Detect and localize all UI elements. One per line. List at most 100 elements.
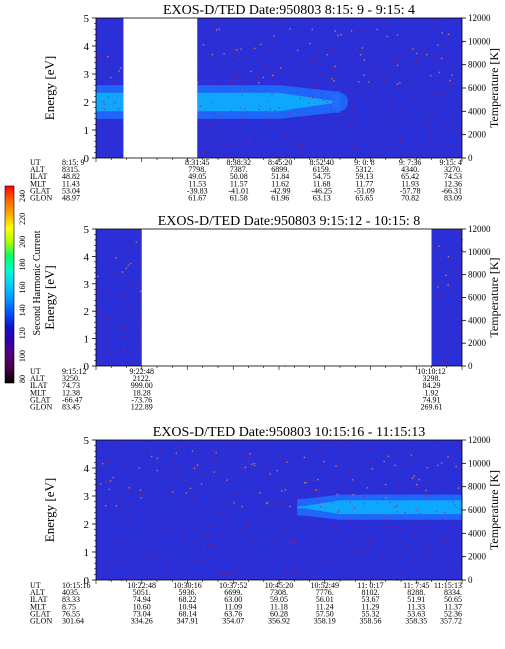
y-right-tick-label: 10000 [468, 458, 491, 468]
ephemeris-value: 8:38:32 [227, 158, 251, 167]
y-tick-label: 4 [84, 463, 90, 475]
ephemeris-value: 48.82 [62, 172, 80, 181]
ephemeris-row-label: ALT [30, 165, 45, 174]
ephemeris-value: -66.31 [441, 186, 462, 195]
y-axis-label: Energy [eV] [42, 265, 57, 329]
ephemeris-value: 357.72 [440, 617, 462, 626]
ephemeris-value: 9:15: 4 [440, 158, 462, 167]
ephemeris-value: 84.29 [423, 381, 441, 390]
ephemeris-value: 60.28 [270, 609, 288, 618]
ephemeris-value: -66.47 [62, 395, 83, 404]
ephemeris-value: 63.76 [224, 609, 242, 618]
ephemeris-value: 63.00 [224, 595, 242, 604]
ephemeris-value: 334.26 [131, 617, 153, 626]
colorbar-tick-label: 160 [18, 282, 27, 294]
y-right-tick-label: 0 [468, 361, 473, 371]
ephemeris-value: 11.53 [188, 179, 206, 188]
ephemeris-value: 5936. [179, 588, 197, 597]
ephemeris-value: 10:30:16 [173, 581, 201, 590]
y-tick-label: 4 [84, 251, 90, 263]
ephemeris-value: 301.64 [62, 617, 84, 626]
colorbar-tick-label: 220 [18, 213, 27, 225]
y-right-tick-label: 4000 [468, 528, 487, 538]
y-tick-label: 3 [84, 491, 90, 503]
ephemeris-row-label: ILAT [30, 381, 47, 390]
ephemeris-value: 50.65 [444, 595, 462, 604]
ephemeris-value: 68.22 [179, 595, 197, 604]
ion-energy-band [297, 494, 463, 520]
ephemeris-value: 3270. [444, 165, 462, 174]
ephemeris-value: 59.13 [355, 172, 373, 181]
ephemeris-value: 11.24 [316, 602, 334, 611]
ephemeris-row-label: GLAT [30, 609, 51, 618]
ephemeris-value: 5312. [355, 165, 373, 174]
ephemeris-value: 74.94 [133, 595, 151, 604]
ephemeris-value: 10:10:12 [417, 367, 445, 376]
ephemeris-value: 11: 7:45 [403, 581, 429, 590]
ephemeris-value: 11.29 [362, 602, 380, 611]
ephemeris-row-label: GLON [30, 403, 52, 412]
ephemeris-value: 63.13 [313, 194, 331, 203]
ephemeris-value: 65.65 [355, 194, 373, 203]
ephemeris-value: 54.75 [313, 172, 331, 181]
ephemeris-value: 49.05 [188, 172, 206, 181]
ephemeris-value: 57.50 [316, 609, 334, 618]
ephemeris-value: -51.09 [354, 186, 375, 195]
ephemeris-value: 9: 0: 8 [354, 158, 374, 167]
ephemeris-row-label: ALT [30, 588, 45, 597]
data-gap [123, 17, 198, 159]
ephemeris-value: 11.33 [407, 602, 425, 611]
y-tick-label: 2 [84, 306, 90, 318]
ephemeris-row-label: GLAT [30, 186, 51, 195]
ephemeris-value: 83.33 [62, 595, 80, 604]
colorbar-tick-label: 100 [18, 350, 27, 362]
ephemeris-value: 8:52:40 [309, 158, 333, 167]
ephemeris-value: 68.14 [179, 609, 197, 618]
ephemeris-row-label: MLT [30, 602, 46, 611]
ephemeris-value: 4035. [62, 588, 80, 597]
colorbar-tick-label: 120 [18, 327, 27, 339]
y-right-tick-label: 2000 [468, 130, 487, 140]
ephemeris-value: 3298. [423, 374, 441, 383]
ephemeris-value: 83.45 [62, 403, 80, 412]
ephemeris-row-label: ILAT [30, 595, 47, 604]
ephemeris-value: 12.38 [62, 388, 80, 397]
ephemeris-value: 11.37 [444, 602, 462, 611]
ephemeris-row-label: GLAT [30, 395, 51, 404]
colorbar-tick-label: 140 [18, 304, 27, 316]
ephemeris-value: -41.01 [228, 186, 249, 195]
ephemeris-value: 56.01 [316, 595, 334, 604]
ephemeris-value: 10:37:52 [219, 581, 247, 590]
ephemeris-value: 53.67 [362, 595, 380, 604]
y-right-axis-label: Temperature [K] [487, 48, 501, 128]
ephemeris-value: 6699. [224, 588, 242, 597]
ephemeris-value: 10:45:20 [265, 581, 293, 590]
y-tick-label: 1 [84, 125, 90, 137]
ephemeris-value: -57.78 [400, 186, 421, 195]
ephemeris-value: 11:15:13 [434, 581, 462, 590]
ephemeris-row-label: MLT [30, 179, 46, 188]
ephemeris-row-label: ALT [30, 374, 45, 383]
ephemeris-value: 4340. [401, 165, 419, 174]
y-right-tick-label: 2000 [468, 552, 487, 562]
data-gap [141, 228, 432, 367]
ephemeris-value: 11.43 [62, 179, 80, 188]
y-tick-label: 5 [84, 224, 90, 236]
ephemeris-value: 11.62 [271, 179, 289, 188]
y-right-tick-label: 10000 [468, 36, 491, 46]
ephemeris-value: 83.09 [444, 194, 462, 203]
ephemeris-value: 11.09 [224, 602, 242, 611]
y-tick-label: 3 [84, 279, 90, 291]
ephemeris-value: -46.25 [311, 186, 332, 195]
ephemeris-value: 8334. [444, 588, 462, 597]
y-right-tick-label: 12000 [468, 13, 491, 23]
ephemeris-value: 9:15:12 [62, 367, 86, 376]
ephemeris-value: 52.36 [444, 609, 462, 618]
colorbar-tick-label: 240 [18, 190, 27, 202]
panel-3: EXOS-D/TED Date:950803 10:15:16 - 11:15:… [30, 425, 501, 626]
ephemeris-value: 70.82 [401, 194, 419, 203]
y-tick-label: 2 [84, 519, 90, 531]
ephemeris-value: 9:22:48 [130, 367, 154, 376]
